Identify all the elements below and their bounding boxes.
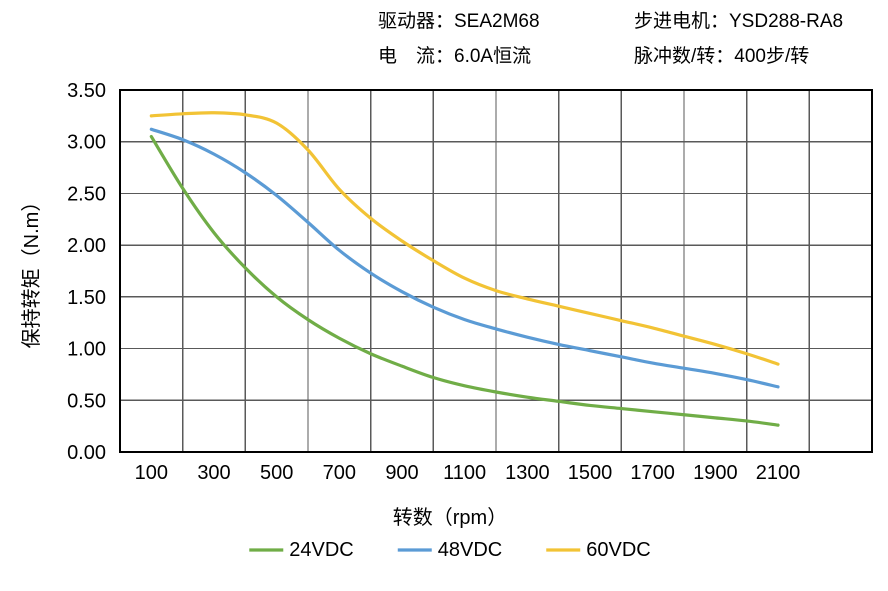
- x-tick-label: 1900: [693, 462, 738, 484]
- header-driver: 驱动器：SEA2M68: [378, 10, 540, 32]
- x-axis-title: 转数（rpm）: [393, 506, 507, 529]
- x-tick-label: 300: [197, 462, 230, 484]
- x-tick-label: 100: [135, 462, 168, 484]
- legend-label: 24VDC: [289, 539, 353, 561]
- x-tick-label: 2100: [756, 462, 801, 484]
- y-tick-label: 2.00: [67, 235, 106, 257]
- x-tick-label: 1700: [630, 462, 675, 484]
- y-tick-label: 1.00: [67, 339, 106, 361]
- x-tick-label: 700: [323, 462, 356, 484]
- y-tick-label: 3.50: [67, 80, 106, 102]
- x-tick-label: 1100: [443, 462, 486, 484]
- grid-layer: [120, 90, 872, 452]
- x-tick-label: 900: [385, 462, 418, 484]
- y-tick-label: 1.50: [67, 287, 106, 309]
- legend-item-60vdc[interactable]: 60VDC: [546, 539, 651, 561]
- x-tick-label: 500: [260, 462, 293, 484]
- x-tick-label: 1500: [568, 462, 613, 484]
- legend-label: 48VDC: [438, 539, 502, 561]
- y-tick-label: 0.50: [67, 390, 106, 412]
- series-line-60vdc: [149, 111, 780, 366]
- y-tick-label: 0.00: [67, 442, 106, 464]
- legend-item-24vdc[interactable]: 24VDC: [249, 539, 354, 561]
- y-tick-label: 3.00: [67, 132, 106, 154]
- x-axis-tick-labels: 100 300 500 700 900 1100 1300 1500 1700 1900 2100: [135, 462, 801, 484]
- header-pulses: 脉冲数/转：400步/转: [634, 45, 809, 67]
- header-current: 电 流：6.0A恒流: [378, 45, 531, 67]
- y-axis-tick-labels: 0.00 0.50 1.00 1.50 2.00 2.50 3.00 3.50: [67, 80, 106, 464]
- plot-area-border: [119, 89, 873, 453]
- y-axis-title: 保持转矩（N.m）: [20, 192, 43, 349]
- legend-item-48vdc[interactable]: 48VDC: [397, 539, 502, 561]
- series-line-24vdc: [149, 134, 780, 427]
- header-motor: 步进电机：YSD288-RA8: [634, 10, 843, 32]
- y-tick-label: 2.50: [67, 183, 106, 205]
- x-tick-label: 1300: [505, 462, 550, 484]
- series-line-48vdc: [149, 127, 780, 389]
- legend-label: 60VDC: [586, 539, 650, 561]
- chart-legend: 24VDC 48VDC 60VDC: [249, 539, 651, 561]
- header-info: 驱动器：SEA2M68 步进电机：YSD288-RA8 电 流：6.0A恒流 脉…: [378, 10, 843, 67]
- series-layer: [149, 111, 780, 427]
